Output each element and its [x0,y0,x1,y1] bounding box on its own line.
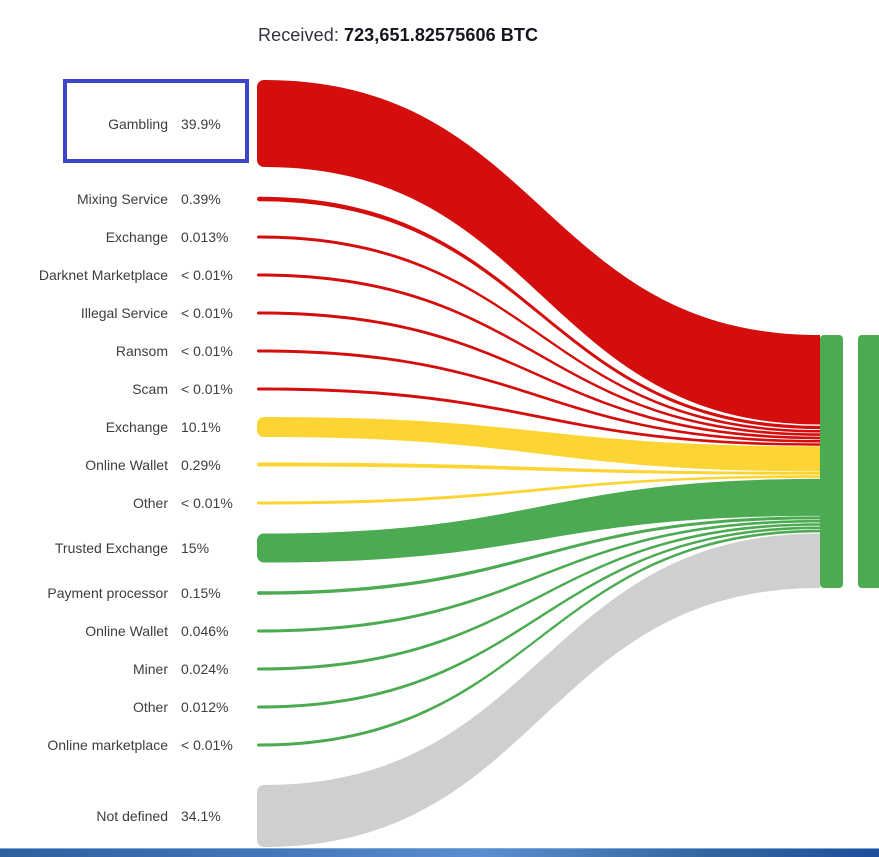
flow-cap-scam-6 [257,387,262,391]
flow-cap-trusted-exchange-10 [257,533,273,563]
flow-cap-mixing-service-1 [257,196,264,202]
flow-cap-other-9 [257,501,262,505]
flow-ribbon-online-wallet-12[interactable] [258,519,821,633]
flow-value-other-14: 0.012% [181,699,229,715]
flow-label-scam-6[interactable]: Scam [132,381,168,397]
flow-label-trusted-exchange-10[interactable]: Trusted Exchange [54,540,168,556]
bottom-window-edge [0,848,879,857]
flow-cap-online-wallet-12 [257,629,262,633]
flow-ribbon-miner-13[interactable] [258,523,821,671]
flow-label-online-marketplace-15[interactable]: Online marketplace [47,737,168,753]
flow-value-online-wallet-8: 0.29% [181,456,221,473]
flow-label-other-14[interactable]: Other [132,699,168,715]
flow-value-miner-13: 0.024% [181,661,229,677]
flow-value-not-defined-16: 34.1% [181,808,221,824]
flow-label-payment-processor-11[interactable]: Payment processor [47,585,168,601]
flow-value-payment-processor-11: 0.15% [181,585,221,601]
flow-ribbon-not-defined-16[interactable] [264,533,820,847]
flow-cap-online-marketplace-15 [257,743,262,747]
chart-title-prefix: Received: [258,25,339,45]
flow-ribbon-mixing-service-1[interactable] [259,196,820,430]
flow-ribbon-other-14[interactable] [258,526,821,709]
flow-ribbon-online-wallet-8[interactable] [259,462,820,475]
flow-label-miner-13[interactable]: Miner [132,661,168,677]
flow-ribbon-exchange-2[interactable] [258,235,821,433]
target-node-2[interactable] [858,335,879,588]
flow-ribbon-payment-processor-11[interactable] [258,516,820,595]
flow-value-exchange-2: 0.013% [181,229,229,245]
flow-value-other-9: < 0.01% [181,495,233,511]
flow-label-mixing-service-1[interactable]: Mixing Service [76,191,168,207]
chart-title-amount: 723,651.82575606 BTC [343,25,539,45]
flow-label-exchange-2[interactable]: Exchange [105,229,168,245]
flow-ribbon-other-9[interactable] [258,475,821,505]
flow-label-ransom-5[interactable]: Ransom [115,343,168,359]
gambling-highlight-box [63,79,249,163]
flow-cap-payment-processor-11 [257,591,263,595]
flow-value-online-marketplace-15: < 0.01% [181,737,233,753]
flow-ribbon-illegal-service-4[interactable] [258,311,821,440]
flow-label-exchange-7[interactable]: Exchange [105,419,168,435]
flow-ribbon-trusted-exchange-10[interactable] [264,478,820,563]
flow-value-gambling-0: 39.9% [181,115,221,132]
flow-cap-exchange-2 [257,235,262,239]
flow-cap-miner-13 [257,667,262,671]
flow-label-online-wallet-12[interactable]: Online Wallet [85,623,168,639]
flow-label-not-defined-16[interactable]: Not defined [96,808,168,824]
flow-label-illegal-service-4[interactable]: Illegal Service [80,305,168,321]
flow-ribbon-online-marketplace-15[interactable] [258,529,821,747]
target-node-1[interactable] [820,335,843,588]
flow-ribbon-gambling-0[interactable] [264,80,820,425]
flow-value-trusted-exchange-10: 15% [181,540,210,556]
flow-value-ransom-5: < 0.01% [181,343,233,359]
flow-ribbon-scam-6[interactable] [258,387,821,446]
flow-label-gambling-0[interactable]: Gambling [108,115,168,132]
flow-cap-illegal-service-4 [257,311,262,315]
flow-label-online-wallet-8[interactable]: Online Wallet [85,456,168,473]
flow-cap-exchange-7 [257,417,273,437]
chart-title: Received: 723,651.82575606 BTC [258,25,538,46]
flow-ribbon-exchange-7[interactable] [264,417,820,472]
flow-cap-gambling-0 [257,80,273,167]
flow-label-other-9[interactable]: Other [132,495,168,511]
flow-cap-other-14 [257,705,262,709]
flow-value-exchange-7: 10.1% [181,419,221,435]
flow-cap-ransom-5 [257,349,262,353]
flow-value-scam-6: < 0.01% [181,381,233,397]
flow-value-darknet-marketplace-3: < 0.01% [181,267,233,283]
flow-value-mixing-service-1: 0.39% [181,191,221,207]
flow-cap-online-wallet-8 [257,462,263,467]
flow-ribbon-darknet-marketplace-3[interactable] [258,273,821,436]
flow-label-darknet-marketplace-3[interactable]: Darknet Marketplace [38,267,168,283]
flow-value-online-wallet-12: 0.046% [181,623,229,639]
flow-cap-not-defined-16 [257,785,273,847]
flow-cap-darknet-marketplace-3 [257,273,262,277]
flow-ribbon-ransom-5[interactable] [258,349,821,443]
flow-value-illegal-service-4: < 0.01% [181,305,233,321]
